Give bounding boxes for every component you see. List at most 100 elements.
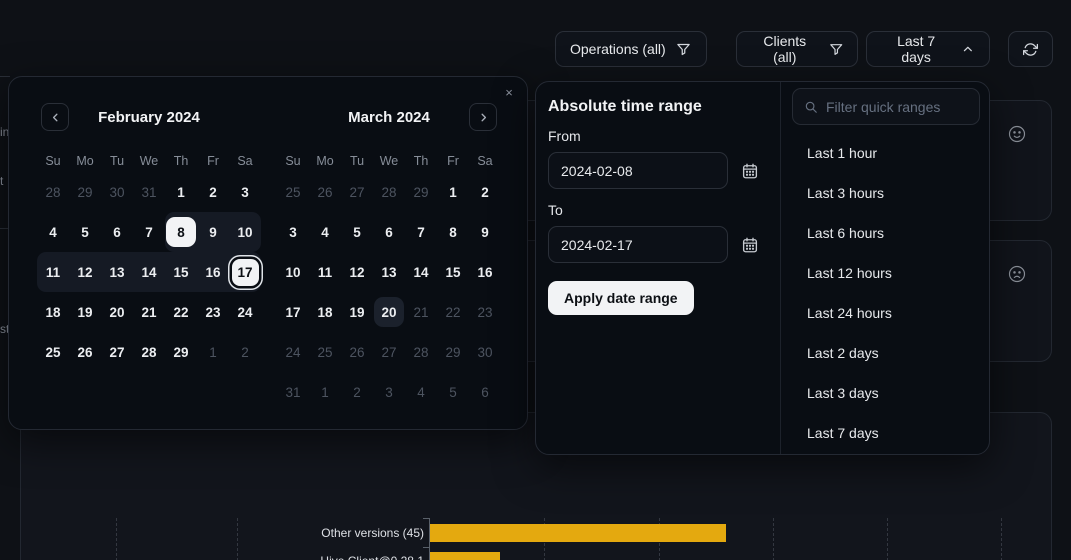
day-cell[interactable]: 28 (141, 344, 157, 360)
day-cell[interactable]: 15 (165, 252, 197, 292)
day-cell[interactable]: 14 (133, 252, 165, 292)
day-cell: 28 (381, 184, 397, 200)
day-cell[interactable]: 5 (353, 224, 361, 240)
quick-range-item[interactable]: Last 1 hour (807, 145, 878, 161)
panel-divider (780, 82, 781, 454)
day-cell[interactable]: 16 (477, 264, 493, 280)
day-cell[interactable]: 6 (113, 224, 121, 240)
day-cell[interactable]: 9 (197, 212, 229, 252)
time-range-dropdown-button[interactable]: Last 7 days (866, 31, 990, 67)
day-cell[interactable]: 20 (373, 292, 405, 332)
day-cell[interactable]: 7 (417, 224, 425, 240)
day-cell: 21 (413, 304, 429, 320)
day-cell: 29 (413, 184, 429, 200)
chart-bar[interactable] (430, 552, 500, 560)
day-cell[interactable]: 17 (229, 252, 261, 292)
day-cell[interactable]: 8 (165, 212, 197, 252)
chart-bar[interactable] (430, 524, 726, 542)
day-cell[interactable]: 26 (77, 344, 93, 360)
apply-date-range-button[interactable]: Apply date range (548, 281, 694, 315)
quick-range-item[interactable]: Last 2 days (807, 345, 879, 361)
day-cell[interactable]: 10 (285, 264, 301, 280)
time-range-label: Last 7 days (897, 33, 936, 65)
day-of-week-header: Su (45, 154, 61, 168)
day-cell[interactable]: 27 (109, 344, 125, 360)
from-calendar-picker-button[interactable] (741, 162, 759, 180)
day-cell[interactable]: 15 (445, 264, 461, 280)
day-cell[interactable]: 29 (173, 344, 189, 360)
day-cell[interactable]: 1 (177, 184, 185, 200)
day-cell[interactable]: 9 (481, 224, 489, 240)
day-cell[interactable]: 11 (37, 252, 69, 292)
calendar-month: February 2024 Su Mo Tu We Th Fr Sa 28 29 30 31 1 2 3 4 5… (37, 99, 261, 412)
day-cell[interactable]: 12 (349, 264, 365, 280)
day-cell[interactable]: 5 (81, 224, 89, 240)
refresh-button[interactable] (1008, 31, 1053, 67)
from-date-input[interactable] (548, 152, 728, 189)
quick-range-item[interactable]: Last 24 hours (807, 305, 892, 321)
day-cell[interactable]: 3 (241, 184, 249, 200)
day-cell: 1 (321, 384, 329, 400)
occluded-text-fragment: in (0, 125, 10, 139)
chart-gridline (116, 518, 117, 560)
day-cell[interactable]: 13 (381, 264, 397, 280)
quick-ranges-filter-input[interactable] (826, 98, 968, 115)
clients-filter-button[interactable]: Clients (all) (736, 31, 858, 67)
quick-range-item[interactable]: Last 6 hours (807, 225, 885, 241)
day-cell[interactable]: 10 (229, 212, 261, 252)
day-cell[interactable]: 16 (197, 252, 229, 292)
to-date-input[interactable] (548, 226, 728, 263)
quick-range-item[interactable]: Last 7 days (807, 425, 879, 441)
close-icon[interactable]: × (505, 85, 513, 100)
day-cell[interactable]: 11 (317, 264, 333, 280)
day-cell: 26 (349, 344, 365, 360)
quick-range-item[interactable]: Last 3 days (807, 385, 879, 401)
day-cell: 24 (285, 344, 301, 360)
day-cell[interactable]: 21 (141, 304, 157, 320)
day-of-week-header: Sa (477, 154, 493, 168)
day-cell[interactable]: 25 (45, 344, 61, 360)
quick-range-item[interactable]: Last 12 hours (807, 265, 892, 281)
axis-tick (423, 547, 429, 548)
day-of-week-header: Mo (316, 154, 334, 168)
day-cell[interactable]: 4 (49, 224, 57, 240)
day-of-week-header: Fr (447, 154, 459, 168)
day-cell[interactable]: 7 (145, 224, 153, 240)
chart-gridline (773, 518, 774, 560)
day-cell[interactable]: 19 (349, 304, 365, 320)
day-cell[interactable]: 2 (481, 184, 489, 200)
operations-filter-button[interactable]: Operations (all) (555, 31, 707, 67)
day-cell[interactable]: 17 (285, 304, 301, 320)
day-cell[interactable]: 2 (209, 184, 217, 200)
day-cell[interactable]: 6 (385, 224, 393, 240)
chart-y-axis (429, 518, 430, 560)
day-cell[interactable]: 4 (321, 224, 329, 240)
day-cell[interactable]: 13 (101, 252, 133, 292)
day-cell[interactable]: 19 (77, 304, 93, 320)
next-month-button[interactable] (469, 103, 497, 131)
day-of-week-header: We (379, 154, 399, 168)
day-of-week-header: Fr (207, 154, 219, 168)
to-calendar-picker-button[interactable] (741, 236, 759, 254)
neutral-smiley-face-icon (1008, 125, 1026, 143)
day-cell: 1 (209, 344, 217, 360)
day-cell[interactable]: 12 (69, 252, 101, 292)
search-icon (805, 101, 817, 113)
day-cell[interactable]: 22 (173, 304, 189, 320)
day-cell: 2 (241, 344, 249, 360)
previous-month-button[interactable] (41, 103, 69, 131)
chart-gridline (1001, 518, 1002, 560)
day-cell[interactable]: 20 (109, 304, 125, 320)
day-cell[interactable]: 18 (45, 304, 61, 320)
day-cell[interactable]: 1 (449, 184, 457, 200)
day-cell[interactable]: 23 (205, 304, 221, 320)
day-cell[interactable]: 24 (237, 304, 253, 320)
day-of-week-header: Tu (109, 154, 125, 168)
day-of-week-header: Th (173, 154, 189, 168)
day-cell[interactable]: 14 (413, 264, 429, 280)
day-cell[interactable]: 3 (289, 224, 297, 240)
day-cell[interactable]: 8 (449, 224, 457, 240)
day-cell[interactable]: 18 (317, 304, 333, 320)
quick-range-item[interactable]: Last 3 hours (807, 185, 885, 201)
